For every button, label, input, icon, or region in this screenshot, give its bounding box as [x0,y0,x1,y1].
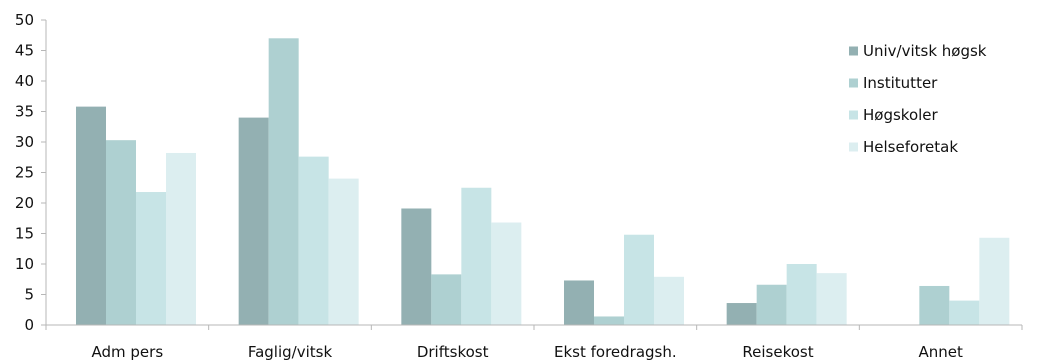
y-tick-label: 20 [15,194,34,212]
bar [654,276,684,325]
bars [76,38,1010,326]
x-tick-label: Driftskost [417,343,489,360]
bar [624,234,654,325]
bar [166,152,196,325]
y-tick-label: 15 [15,225,34,243]
bar [786,264,817,325]
bar [76,106,106,326]
bar [564,280,594,325]
x-tick-label: Faglig/vitsk [248,343,333,360]
x-tick-label: Adm pers [92,343,164,360]
x-tick-label: Reisekost [742,343,813,360]
bar [431,274,462,325]
legend-label: Institutter [863,74,938,92]
bar [401,208,432,325]
y-tick-label: 0 [24,316,34,334]
bar [491,222,522,325]
legend-swatch [849,78,858,88]
bar [106,140,136,325]
y-tick-label: 45 [15,42,34,60]
bar [136,192,166,325]
bar [756,284,787,325]
bar [328,178,359,325]
legend-swatch [849,46,858,56]
x-tick-label: Annet [918,343,963,360]
y-tick-label: 40 [15,72,34,90]
bar [461,187,492,325]
y-tick-label: 35 [15,103,34,121]
legend: Univ/vitsk høgsk Institutter Høgskoler Hels… [849,42,987,156]
legend-label: Helseforetak [863,138,958,156]
legend-swatch [849,142,858,152]
y-axis: 0 5 10 15 20 25 30 35 40 45 50 [15,11,47,334]
y-tick-label: 10 [15,255,34,273]
y-tick-label: 50 [15,11,34,29]
y-tick-label: 5 [24,286,34,304]
legend-label: Høgskoler [863,106,939,124]
x-axis: Adm pers Faglig/vitsk Driftskost Ekst fored… [45,324,1023,360]
x-tick-label: Ekst foredragsh. [554,343,677,360]
legend-swatch [849,110,858,120]
bar [594,316,624,325]
bar [979,237,1010,325]
bar [268,38,299,326]
y-tick-label: 30 [15,133,34,151]
y-tick-label: 25 [15,164,34,182]
bar [298,156,329,325]
bar [726,303,757,325]
bar [919,285,950,325]
legend-label: Univ/vitsk høgsk [863,42,987,60]
bar [816,273,847,325]
bar [238,117,269,325]
bar [949,300,980,325]
